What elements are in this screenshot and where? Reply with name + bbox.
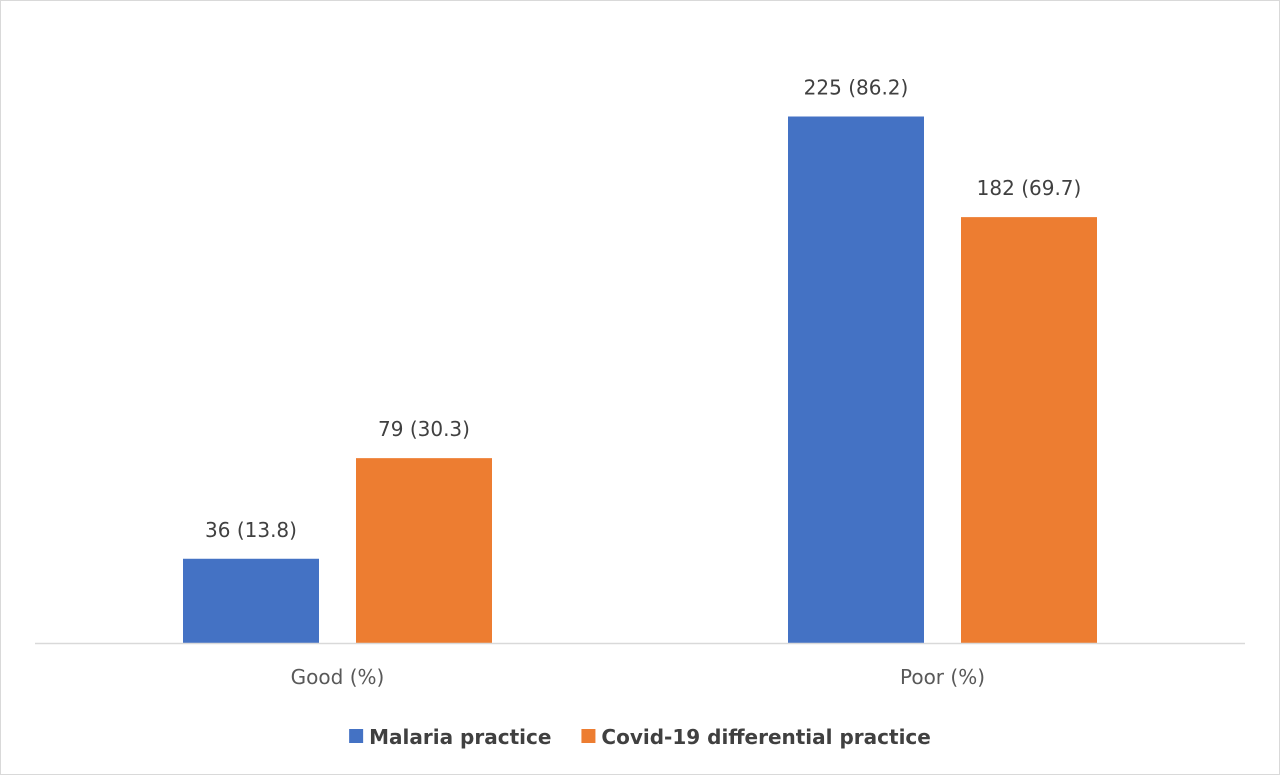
bars-layer [183,116,1097,643]
category-label-good: Good (%) [291,665,385,689]
legend-item-malaria: Malaria practice [349,725,551,749]
bar-covid19-poor [961,217,1097,643]
data-label-covid19-good: 79 (30.3) [378,417,470,441]
legend-swatch-covid19 [581,729,596,743]
legend-swatch-malaria [349,729,364,743]
bar-covid19-good [356,458,492,643]
legend-label-malaria: Malaria practice [369,725,551,749]
category-label-poor: Poor (%) [900,665,985,689]
legend: Malaria practice Covid-19 differential pr… [349,725,931,749]
bar-malaria-poor [788,116,924,643]
legend-label-covid19: Covid-19 differential practice [601,725,930,749]
category-labels-layer: Good (%) Poor (%) [291,665,985,689]
data-label-malaria-poor: 225 (86.2) [804,76,909,100]
data-label-malaria-good: 36 (13.8) [205,518,297,542]
legend-item-covid19: Covid-19 differential practice [581,725,931,749]
bar-malaria-good [183,558,319,643]
data-label-covid19-poor: 182 (69.7) [977,176,1082,200]
data-labels-layer: 36 (13.8) 79 (30.3) 225 (86.2) 182 (69.7) [205,76,1081,542]
